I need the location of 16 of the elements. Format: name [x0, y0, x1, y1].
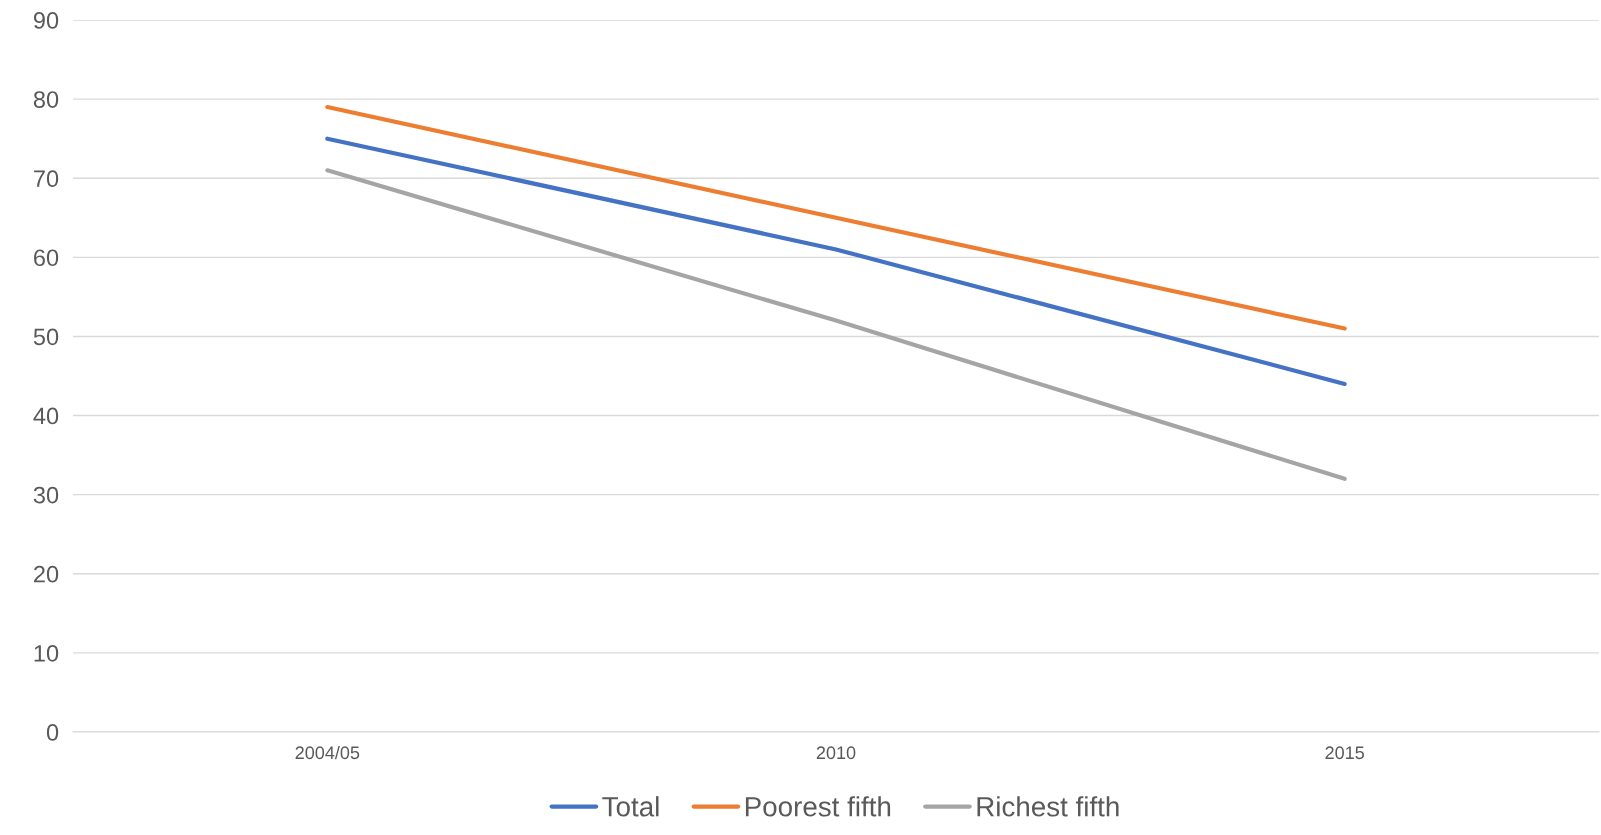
y-tick-label: 70 [34, 170, 59, 188]
y-tick-label: 20 [34, 565, 59, 583]
y-tick-label: 40 [33, 407, 59, 425]
x-tick-label: 2010 [816, 746, 856, 760]
y-tick-label: 90 [33, 12, 59, 29]
y-tick-label: 60 [34, 249, 59, 267]
y-tick-label: 10 [34, 644, 59, 662]
y-tick-label: 80 [33, 91, 59, 108]
y-tick-label: 50 [33, 328, 59, 346]
y-tick-label: 0 [46, 724, 59, 741]
legend-label: Richest fifth [977, 796, 1119, 817]
x-tick-label: 2004/05 [295, 745, 360, 760]
x-tick-label: 2015 [1325, 746, 1364, 760]
legend-label: Poorest fifth [745, 796, 891, 817]
legend-label: Total [602, 796, 659, 817]
y-tick-label: 30 [33, 486, 59, 504]
